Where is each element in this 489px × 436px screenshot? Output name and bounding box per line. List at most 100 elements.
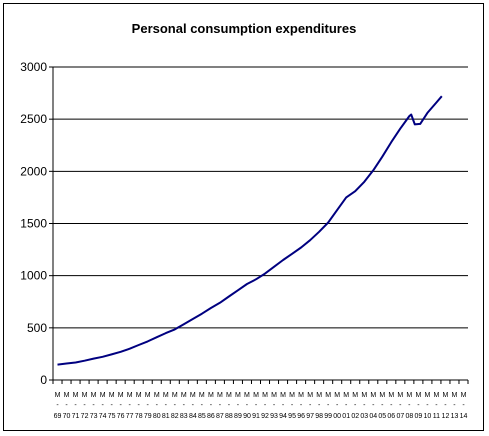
x-tick-year: 13 bbox=[451, 413, 459, 420]
x-tick-dash: - bbox=[101, 402, 104, 409]
x-tick-year: 95 bbox=[288, 413, 296, 420]
x-tick-dash: - bbox=[92, 402, 95, 409]
x-tick-month: M bbox=[289, 392, 295, 399]
x-tick-year: 81 bbox=[162, 413, 170, 420]
y-tick-label: 1000 bbox=[20, 269, 47, 283]
x-tick-month: M bbox=[226, 392, 232, 399]
x-tick-year: 84 bbox=[189, 413, 197, 420]
x-tick-dash: - bbox=[318, 402, 321, 409]
x-tick-dash: - bbox=[156, 402, 159, 409]
x-tick-year: 72 bbox=[81, 413, 89, 420]
x-tick-year: 93 bbox=[270, 413, 278, 420]
x-tick-month: M bbox=[298, 392, 304, 399]
x-tick-dash: - bbox=[56, 402, 59, 409]
x-tick-dash: - bbox=[336, 402, 339, 409]
y-tick-label: 2500 bbox=[20, 112, 47, 126]
x-tick-month: M bbox=[109, 392, 115, 399]
x-tick-year: 09 bbox=[414, 413, 422, 420]
x-tick-dash: - bbox=[273, 402, 276, 409]
x-tick-year: 94 bbox=[279, 413, 287, 420]
x-tick-month: M bbox=[352, 392, 358, 399]
chart-title: Personal consumption expenditures bbox=[132, 21, 357, 36]
x-tick-year: 99 bbox=[324, 413, 332, 420]
x-tick-year: 05 bbox=[378, 413, 386, 420]
x-tick-dash: - bbox=[165, 402, 168, 409]
x-tick-month: M bbox=[55, 392, 61, 399]
x-tick-year: 85 bbox=[198, 413, 206, 420]
y-tick-label: 0 bbox=[40, 373, 47, 387]
x-tick-month: M bbox=[443, 392, 449, 399]
x-tick-month: M bbox=[64, 392, 70, 399]
y-tick-label: 2000 bbox=[20, 164, 47, 178]
x-tick-year: 91 bbox=[252, 413, 260, 420]
x-tick-year: 88 bbox=[225, 413, 233, 420]
x-tick-year: 11 bbox=[433, 413, 440, 420]
x-tick-month: M bbox=[316, 392, 322, 399]
x-tick-dash: - bbox=[363, 402, 366, 409]
x-tick-dash: - bbox=[201, 402, 204, 409]
x-tick-dash: - bbox=[453, 402, 456, 409]
x-tick-month: M bbox=[235, 392, 241, 399]
x-tick-dash: - bbox=[399, 402, 402, 409]
x-tick-month: M bbox=[452, 392, 458, 399]
x-tick-year: 00 bbox=[333, 413, 341, 420]
x-tick-year: 02 bbox=[351, 413, 359, 420]
x-tick-dash: - bbox=[309, 402, 312, 409]
x-tick-dash: - bbox=[435, 402, 438, 409]
x-tick-year: 86 bbox=[207, 413, 215, 420]
x-tick-month: M bbox=[361, 392, 367, 399]
x-tick-year: 87 bbox=[216, 413, 224, 420]
x-tick-dash: - bbox=[74, 402, 77, 409]
y-tick-label: 500 bbox=[27, 321, 47, 335]
x-tick-dash: - bbox=[174, 402, 177, 409]
x-tick-year: 80 bbox=[153, 413, 161, 420]
x-tick-month: M bbox=[388, 392, 394, 399]
x-tick-dash: - bbox=[210, 402, 213, 409]
x-tick-month: M bbox=[73, 392, 79, 399]
y-tick-label: 1500 bbox=[20, 217, 47, 231]
x-tick-month: M bbox=[181, 392, 187, 399]
x-tick-dash: - bbox=[119, 402, 122, 409]
x-tick-year: 83 bbox=[180, 413, 188, 420]
x-tick-month: M bbox=[199, 392, 205, 399]
x-tick-dash: - bbox=[246, 402, 249, 409]
x-tick-year: 12 bbox=[442, 413, 450, 420]
x-tick-dash: - bbox=[426, 402, 429, 409]
x-tick-month: M bbox=[127, 392, 133, 399]
x-tick-year: 75 bbox=[108, 413, 116, 420]
x-tick-year: 73 bbox=[90, 413, 98, 420]
x-tick-year: 98 bbox=[315, 413, 323, 420]
x-tick-month: M bbox=[82, 392, 88, 399]
x-tick-year: 97 bbox=[306, 413, 314, 420]
line-chart: Personal consumption expenditures 050010… bbox=[20, 21, 469, 420]
x-tick-dash: - bbox=[129, 402, 132, 409]
x-tick-dash: - bbox=[192, 402, 195, 409]
x-tick-year: 07 bbox=[396, 413, 404, 420]
x-tick-year: 74 bbox=[99, 413, 107, 420]
x-tick-month: M bbox=[91, 392, 97, 399]
chart-frame: Personal consumption expenditures 0 500 10… bbox=[3, 3, 484, 431]
x-tick-month: M bbox=[190, 392, 196, 399]
x-tick-month: M bbox=[370, 392, 376, 399]
x-tick-dash: - bbox=[354, 402, 357, 409]
x-tick-month: M bbox=[434, 392, 440, 399]
x-tick-month: M bbox=[253, 392, 259, 399]
x-tick-month: M bbox=[406, 392, 412, 399]
x-tick-month: M bbox=[145, 392, 151, 399]
x-tick-dash: - bbox=[237, 402, 240, 409]
x-tick-dash: - bbox=[444, 402, 447, 409]
x-tick-dash: - bbox=[291, 402, 294, 409]
x-tick-year: 78 bbox=[135, 413, 143, 420]
x-tick-year: 90 bbox=[243, 413, 251, 420]
x-tick-dash: - bbox=[65, 402, 68, 409]
x-tick-dash: - bbox=[255, 402, 258, 409]
x-tick-month: M bbox=[136, 392, 142, 399]
x-tick-month: M bbox=[343, 392, 349, 399]
x-tick-dash: - bbox=[345, 402, 348, 409]
x-tick-year: 71 bbox=[72, 413, 80, 420]
x-tick-year: 92 bbox=[261, 413, 269, 420]
x-tick-dash: - bbox=[327, 402, 330, 409]
x-tick-month: M bbox=[280, 392, 286, 399]
x-tick-year: 08 bbox=[405, 413, 413, 420]
x-tick-month: M bbox=[271, 392, 277, 399]
